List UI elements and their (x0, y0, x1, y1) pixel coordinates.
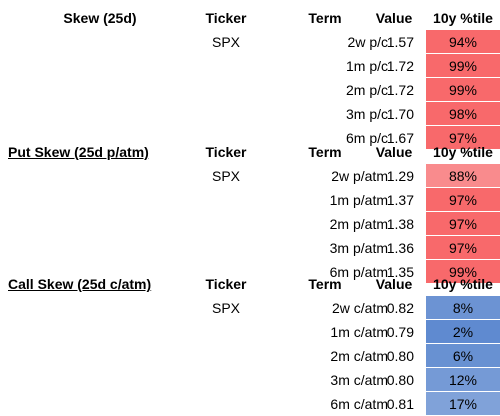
put-skew-header-row: Put Skew (25d p/atm) Ticker Term Value 1… (0, 140, 500, 164)
value-cell: 0.80 (386, 372, 414, 388)
ticker-cell (196, 344, 256, 368)
percentile-cell: 8% (426, 296, 500, 320)
value-cell: 1.35 (386, 264, 414, 280)
ticker-header: Ticker (205, 276, 247, 292)
call-skew-header-row: Call Skew (25d c/atm) Ticker Term Value … (0, 272, 500, 296)
percentile-cell: 17% (426, 392, 500, 416)
percentile-header: 10y %tile (433, 10, 493, 26)
table-row: 1m c/atm 0.79 2% (0, 320, 500, 344)
table-row: 2m c/atm 0.80 6% (0, 344, 500, 368)
term-cell: 1m p/atm (329, 192, 388, 208)
ticker-cell (196, 392, 256, 416)
term-cell: 3m p/atm (329, 240, 388, 256)
table-row: 6m p/atm 1.35 99% (0, 260, 500, 284)
percentile-cell: 2% (426, 320, 500, 344)
percentile-cell: 12% (426, 368, 500, 392)
ticker-cell: SPX (211, 34, 240, 50)
skew-section-title: Skew (25d) (63, 10, 137, 26)
term-cell: 2m p/atm (329, 216, 388, 232)
value-cell: 1.67 (386, 130, 414, 146)
term-cell: 2m p/c (345, 82, 388, 98)
value-cell: 1.36 (386, 240, 414, 256)
term-cell: 1m p/c (345, 58, 388, 74)
term-cell: 6m p/atm (329, 264, 388, 280)
ticker-cell (196, 78, 256, 102)
percentile-cell: 97% (426, 212, 500, 236)
percentile-header: 10y %tile (433, 276, 493, 292)
percentile-cell: 97% (426, 126, 500, 150)
table-row: SPX 2w p/atm 1.29 88% (0, 164, 500, 188)
put-skew-section-title: Put Skew (25d p/atm) (8, 144, 149, 160)
table-row: SPX 2w c/atm 0.82 8% (0, 296, 500, 320)
ticker-cell (196, 188, 256, 212)
ticker-header: Ticker (205, 144, 247, 160)
value-cell: 1.37 (386, 192, 414, 208)
value-header: Value (375, 144, 413, 160)
value-cell: 0.82 (386, 300, 414, 316)
value-cell: 1.29 (386, 168, 414, 184)
percentile-cell: 98% (426, 102, 500, 126)
percentile-cell: 99% (426, 78, 500, 102)
term-header: Term (308, 144, 342, 160)
value-cell: 0.80 (386, 348, 414, 364)
percentile-cell: 94% (426, 30, 500, 54)
ticker-cell (196, 236, 256, 260)
ticker-cell: SPX (211, 168, 240, 184)
ticker-cell: SPX (211, 300, 240, 316)
ticker-cell (196, 212, 256, 236)
ticker-cell (196, 320, 256, 344)
value-header: Value (375, 10, 413, 26)
skew-section: Skew (25d) Ticker Term Value 10y %tile S… (0, 6, 500, 150)
call-skew-section-title: Call Skew (25d c/atm) (8, 276, 152, 292)
term-cell: 2m c/atm (330, 348, 388, 364)
table-row: 1m p/atm 1.37 97% (0, 188, 500, 212)
percentile-cell: 6% (426, 344, 500, 368)
value-cell: 1.72 (386, 82, 414, 98)
ticker-header: Ticker (205, 10, 247, 26)
table-row: 2m p/c 1.72 99% (0, 78, 500, 102)
percentile-cell: 88% (426, 164, 500, 188)
put-skew-section: Put Skew (25d p/atm) Ticker Term Value 1… (0, 140, 500, 284)
ticker-cell (196, 102, 256, 126)
value-cell: 1.38 (386, 216, 414, 232)
value-cell: 1.72 (386, 58, 414, 74)
term-header: Term (308, 276, 342, 292)
percentile-header: 10y %tile (433, 144, 493, 160)
table-row: 6m c/atm 0.81 17% (0, 392, 500, 416)
table-row: 3m p/atm 1.36 97% (0, 236, 500, 260)
term-cell: 3m p/c (345, 106, 388, 122)
value-cell: 1.57 (386, 34, 414, 50)
ticker-cell (196, 54, 256, 78)
term-cell: 6m p/c (345, 130, 388, 146)
percentile-cell: 99% (426, 54, 500, 78)
term-cell: 6m c/atm (330, 396, 388, 412)
value-cell: 0.81 (386, 396, 414, 412)
value-cell: 1.70 (386, 106, 414, 122)
term-cell: 3m c/atm (330, 372, 388, 388)
table-row: 6m p/c 1.67 97% (0, 126, 500, 150)
percentile-cell: 97% (426, 236, 500, 260)
table-row: 1m p/c 1.72 99% (0, 54, 500, 78)
value-header: Value (375, 276, 413, 292)
term-cell: 2w c/atm (331, 300, 388, 316)
table-row: 3m c/atm 0.80 12% (0, 368, 500, 392)
value-cell: 0.79 (386, 324, 414, 340)
skew-header-row: Skew (25d) Ticker Term Value 10y %tile (0, 6, 500, 30)
term-cell: 2w p/atm (331, 168, 388, 184)
ticker-cell (196, 368, 256, 392)
term-header: Term (308, 10, 342, 26)
table-row: 3m p/c 1.70 98% (0, 102, 500, 126)
term-cell: 1m c/atm (330, 324, 388, 340)
percentile-cell: 99% (426, 260, 500, 284)
table-row: SPX 2w p/c 1.57 94% (0, 30, 500, 54)
table-row: 2m p/atm 1.38 97% (0, 212, 500, 236)
call-skew-section: Call Skew (25d c/atm) Ticker Term Value … (0, 272, 500, 416)
term-cell: 2w p/c (347, 34, 388, 50)
percentile-cell: 97% (426, 188, 500, 212)
